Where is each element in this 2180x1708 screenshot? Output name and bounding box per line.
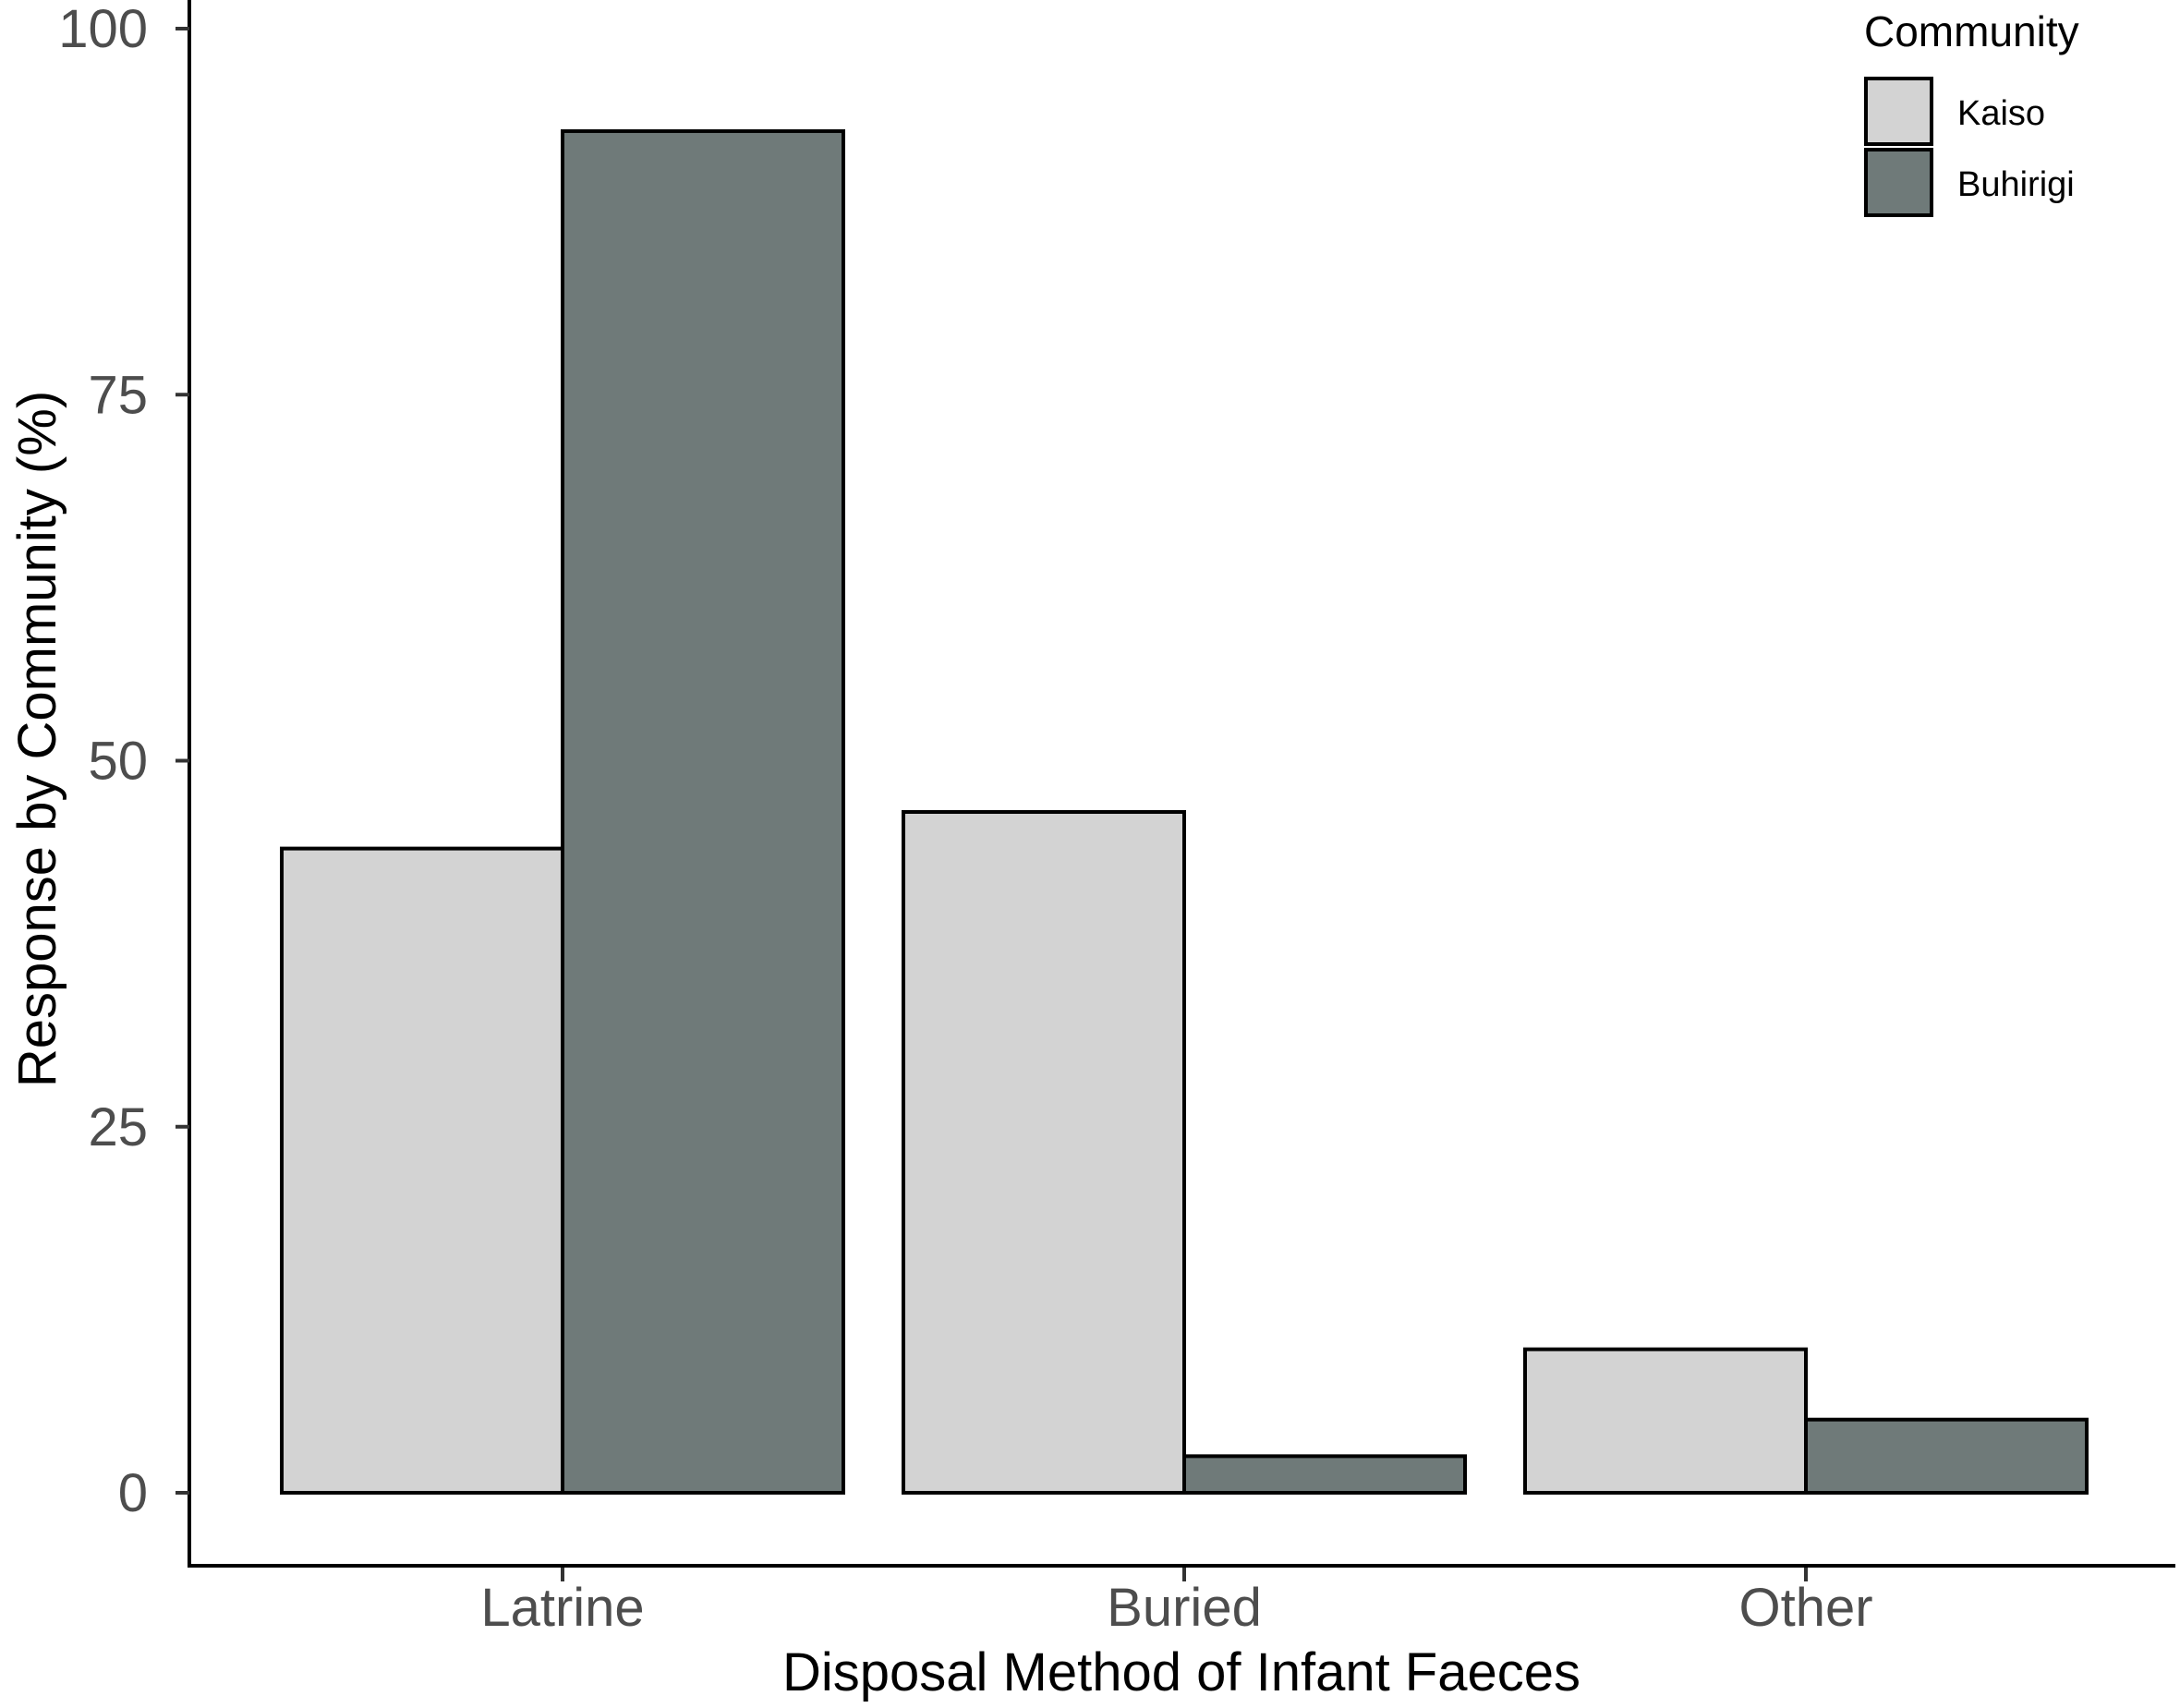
x-tick-label-buried: Buried <box>1107 1578 1262 1638</box>
legend-title: Community <box>1864 7 2079 55</box>
y-tick-label: 100 <box>58 0 148 59</box>
x-ticks-group: Latrine Buried Other <box>480 1568 1873 1638</box>
x-axis-title: Disposal Method of Infant Faeces <box>782 1642 1580 1702</box>
bars-group <box>280 128 2089 1496</box>
legend-label-buhirigi: Buhirigi <box>1957 165 2075 204</box>
bar-buried-kaiso <box>902 809 1186 1495</box>
x-tick-label-latrine: Latrine <box>480 1578 644 1638</box>
x-tick-label-other: Other <box>1738 1578 1872 1638</box>
bar-latrine-buhirigi <box>561 128 845 1496</box>
y-ticks-group: 0 25 50 75 100 <box>58 0 189 1523</box>
y-tick-label: 25 <box>88 1097 148 1157</box>
bar-latrine-kaiso <box>280 846 564 1495</box>
y-tick-label: 0 <box>118 1463 148 1523</box>
bar-other-buhirigi <box>1804 1417 2089 1495</box>
y-tick-label: 50 <box>88 732 148 792</box>
bar-other-kaiso <box>1523 1347 1808 1496</box>
bar-buried-buhirigi <box>1182 1454 1467 1495</box>
legend-swatch-buhirigi <box>1864 148 1933 217</box>
legend: Community Kaiso Buhirigi <box>1864 7 2079 217</box>
y-tick-label: 75 <box>88 365 148 425</box>
y-axis-title: Response by Community (%) <box>7 391 67 1087</box>
legend-swatch-kaiso <box>1864 77 1933 146</box>
legend-label-kaiso: Kaiso <box>1957 94 2045 133</box>
legend-items: Kaiso Buhirigi <box>1864 77 2075 217</box>
